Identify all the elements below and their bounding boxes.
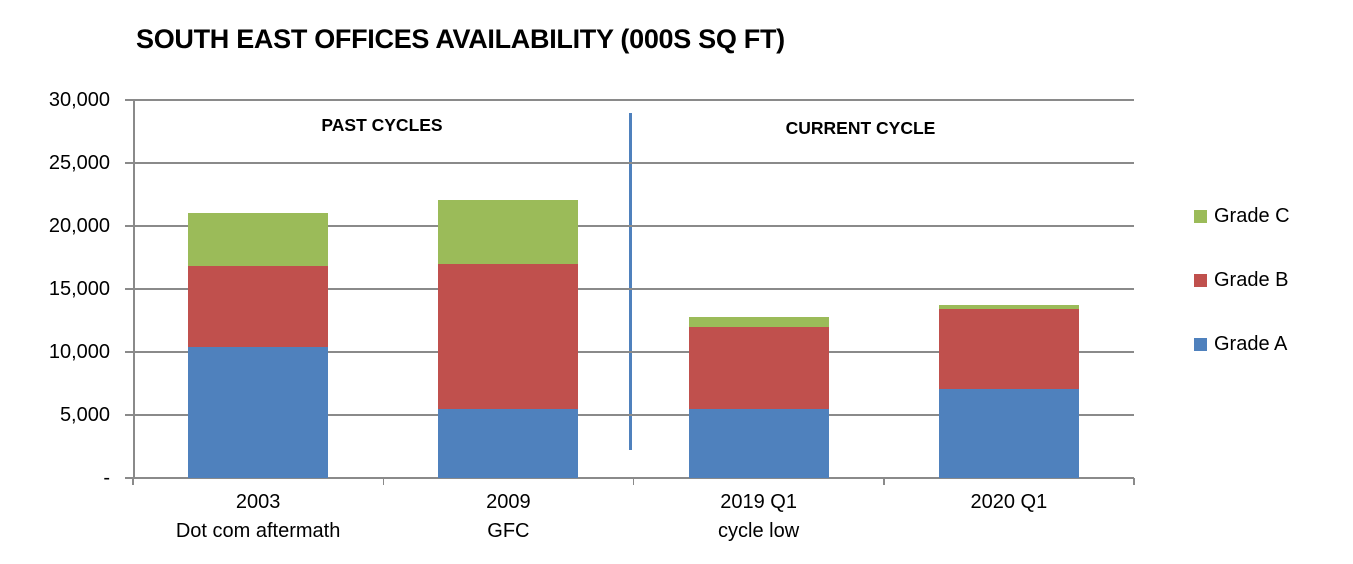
section-label-current-cycle: CURRENT CYCLE [785, 118, 936, 138]
cycle-divider-line [629, 113, 632, 450]
y-axis-tick [125, 225, 133, 227]
x-axis-tick [1133, 478, 1135, 485]
legend-item-grade-b[interactable]: Grade B [1194, 268, 1288, 292]
bar-segment-grade-c[interactable] [188, 213, 329, 267]
legend: Grade C Grade B Grade A [1194, 204, 1352, 374]
x-axis-tick [883, 478, 885, 485]
bar-segment-grade-a[interactable] [438, 408, 579, 478]
y-axis-label: 30,000 [48, 89, 110, 111]
x-axis-label-year: 2019 Q1 [720, 491, 797, 513]
gridline [133, 225, 1134, 227]
y-axis-label: 20,000 [48, 215, 110, 237]
section-label-past-cycles: PAST CYCLES [321, 115, 443, 135]
legend-swatch-grade-a-icon [1194, 337, 1207, 351]
legend-item-grade-c[interactable]: Grade C [1194, 204, 1290, 228]
bar-segment-grade-b[interactable] [188, 266, 329, 347]
legend-swatch-grade-b-icon [1194, 273, 1207, 287]
bar-segment-grade-c[interactable] [938, 305, 1079, 310]
y-axis-tick [125, 477, 133, 479]
x-axis-tick [632, 478, 635, 485]
y-axis-tick [125, 288, 133, 290]
y-axis-label: 10,000 [48, 341, 110, 363]
x-axis-tick [382, 478, 384, 485]
gridline [133, 99, 1134, 101]
y-axis-label: 5,000 [59, 404, 110, 426]
legend-swatch-grade-c-icon [1194, 209, 1207, 223]
y-axis-label: 25,000 [48, 152, 110, 174]
x-axis-label-year: 2009 [486, 491, 531, 513]
gridline [133, 351, 1134, 353]
y-axis-tick [125, 99, 133, 101]
x-axis-label-event: GFC [487, 520, 530, 542]
y-axis-label: - [103, 467, 110, 489]
y-axis-tick [125, 351, 133, 353]
y-axis-line [133, 100, 135, 478]
x-axis-label-event: cycle low [718, 520, 800, 542]
x-axis-label-event: Dot com aftermath [175, 520, 341, 542]
legend-label: Grade C [1214, 204, 1290, 227]
gridline [133, 414, 1134, 416]
legend-label: Grade A [1214, 332, 1288, 355]
chart-title: SOUTH EAST OFFICES AVAILABILITY (000S SQ… [136, 24, 785, 54]
legend-label: Grade B [1214, 268, 1289, 291]
x-axis-tick [132, 478, 134, 485]
bar-segment-grade-a[interactable] [688, 408, 829, 478]
bar-segment-grade-b[interactable] [438, 263, 579, 409]
gridline [133, 162, 1134, 164]
bar-segment-grade-a[interactable] [938, 388, 1079, 478]
gridline [133, 288, 1134, 290]
y-axis-label: 15,000 [48, 278, 110, 300]
legend-item-grade-a[interactable]: Grade A [1194, 332, 1287, 356]
bar-segment-grade-b[interactable] [688, 326, 829, 409]
bar-segment-grade-c[interactable] [438, 199, 579, 264]
bar-segment-grade-a[interactable] [188, 346, 329, 478]
bar-segment-grade-c[interactable] [688, 316, 829, 327]
y-axis-tick [125, 414, 133, 416]
y-axis-tick [125, 162, 133, 164]
x-axis-label-year: 2003 [235, 491, 281, 513]
x-axis-label-year: 2020 Q1 [970, 491, 1048, 513]
bar-segment-grade-b[interactable] [938, 309, 1079, 389]
